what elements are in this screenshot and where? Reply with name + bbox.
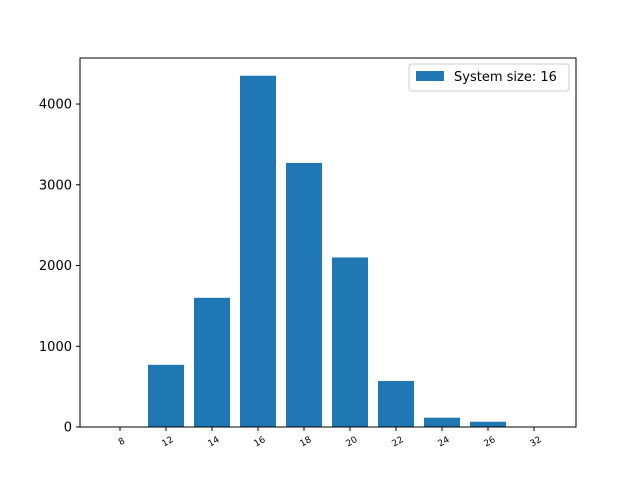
bar-12 (148, 364, 184, 427)
x-tick-label: 26 (483, 435, 498, 450)
bar-24 (424, 417, 460, 427)
x-tick-label: 20 (345, 435, 360, 450)
y-tick-label: 3000 (39, 178, 72, 193)
legend: System size: 16 (408, 63, 570, 92)
bar-22 (378, 380, 414, 427)
legend-swatch (416, 71, 444, 81)
y-tick-label: 0 (64, 421, 72, 436)
x-axis: 8 12 14 16 18 20 22 24 26 32 (117, 427, 543, 449)
y-axis: 0 1000 2000 3000 4000 (39, 98, 80, 436)
x-tick-label: 14 (207, 435, 222, 450)
x-tick-label: 16 (253, 435, 268, 450)
y-tick-label: 1000 (39, 340, 72, 355)
x-tick-label: 32 (529, 435, 544, 449)
bar-20 (332, 257, 368, 427)
x-tick-label: 12 (161, 435, 176, 449)
y-tick-label: 4000 (39, 98, 72, 113)
legend-box (408, 63, 570, 92)
bar-26 (470, 421, 506, 427)
x-tick-label: 22 (391, 435, 406, 449)
x-tick-label: 8 (117, 436, 127, 448)
bars-group (148, 75, 506, 428)
bar-18 (286, 162, 322, 428)
y-tick-label: 2000 (39, 259, 72, 274)
bar-16 (240, 75, 276, 428)
bar-14 (194, 297, 230, 427)
x-tick-label: 24 (437, 435, 452, 450)
plot-frame (79, 57, 577, 428)
x-tick-label: 18 (299, 435, 314, 450)
legend-label: System size: 16 (454, 70, 557, 85)
